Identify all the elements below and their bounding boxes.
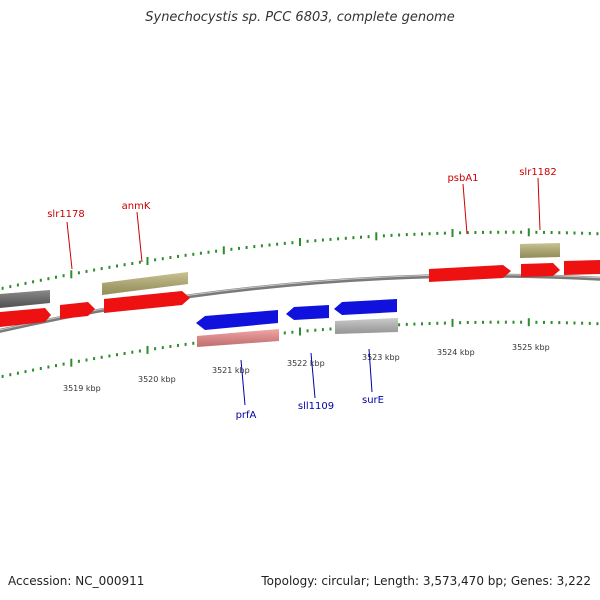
scale-label: 3525 kbp xyxy=(512,343,550,352)
gene-feature-slr1178[interactable] xyxy=(60,302,95,319)
accession-text: Accession: NC_000911 xyxy=(8,574,145,588)
gene-feature-surE[interactable] xyxy=(334,299,397,315)
gene-feature-sll1109[interactable] xyxy=(286,305,329,320)
gene-feature[interactable] xyxy=(564,260,600,275)
gene-label-psbA1[interactable]: psbA1 xyxy=(447,173,478,184)
gene-feature-slr1182[interactable] xyxy=(521,263,560,277)
gene-feature-psbA1[interactable] xyxy=(429,265,511,282)
gene-feature-anmK[interactable] xyxy=(104,291,190,313)
label-leaders xyxy=(66,177,541,406)
scale-label: 3524 kbp xyxy=(437,348,475,357)
gene-label-sll1109[interactable]: sll1109 xyxy=(298,401,334,412)
gene-label-slr1182[interactable]: slr1182 xyxy=(519,167,557,178)
map-title: Synechocystis sp. PCC 6803, complete gen… xyxy=(145,10,455,25)
scale-label: 3522 kbp xyxy=(287,359,325,368)
gene-label-slr1178[interactable]: slr1178 xyxy=(47,209,85,220)
gene-label-prfA[interactable]: prfA xyxy=(236,410,257,421)
gene-feature[interactable] xyxy=(0,308,51,327)
gene-label-surE[interactable]: surE xyxy=(362,395,384,406)
gene-feature-prfA[interactable] xyxy=(196,310,278,330)
scale-label: 3519 kbp xyxy=(63,384,101,393)
scale-label: 3520 kbp xyxy=(138,375,176,384)
genome-stats-text: Topology: circular; Length: 3,573,470 bp… xyxy=(261,574,591,588)
scale-label: 3521 kbp xyxy=(212,366,250,375)
scale-ticks-bottom xyxy=(1,318,599,378)
genome-backbone xyxy=(0,273,600,333)
feature-shading xyxy=(0,243,560,347)
scale-label: 3523 kbp xyxy=(362,353,400,362)
gene-label-anmK[interactable]: anmK xyxy=(122,201,151,212)
scale-ticks-top xyxy=(1,228,599,290)
